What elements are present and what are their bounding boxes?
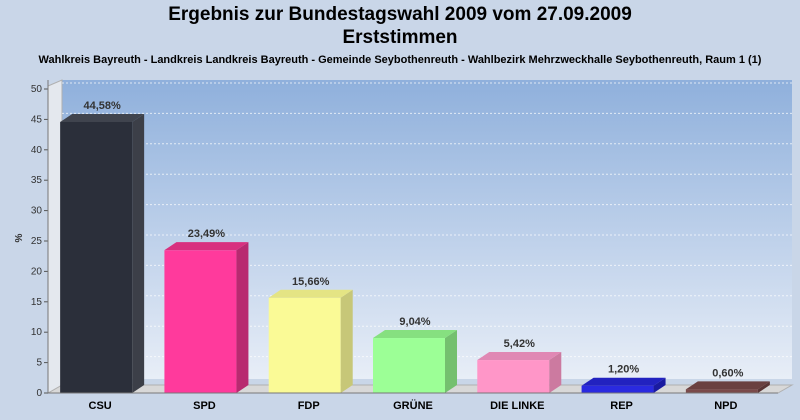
bar-top — [373, 330, 457, 339]
y-tick-label: 10 — [31, 327, 43, 338]
chart-subtitle: Erststimmen — [342, 27, 458, 48]
bar-spd: 23,49% — [164, 228, 249, 393]
chart-title: Ergebnis zur Bundestagswahl 2009 vom 27.… — [168, 4, 632, 25]
bar-top — [164, 242, 249, 251]
bar-front — [164, 250, 237, 393]
y-tick-label: 5 — [36, 358, 42, 369]
bar-fdp: 15,66% — [268, 276, 353, 393]
x-tick-label: REP — [610, 400, 633, 412]
bar-rep: 1,20% — [581, 364, 666, 393]
x-tick-label: CSU — [89, 400, 112, 412]
bar-side — [236, 242, 249, 393]
y-tick-label: 35 — [31, 175, 43, 186]
y-axis-label: % — [14, 233, 25, 242]
bars: 44,58% 23,49% 15,66% 9,04% 5,42% 1,20% 0,60% — [60, 100, 770, 393]
y-tick-label: 30 — [31, 206, 43, 217]
bar-front — [60, 121, 133, 393]
y-tick-label: 0 — [36, 388, 42, 399]
bar-top — [60, 113, 145, 122]
bar-value-label: 23,49% — [188, 228, 226, 240]
bar-side — [340, 289, 353, 393]
bar-top — [477, 352, 562, 361]
x-tick-label: SPD — [193, 400, 216, 412]
x-tick-label: GRÜNE — [393, 399, 433, 412]
bar-top — [581, 377, 666, 386]
bar-side — [757, 381, 770, 393]
bar-value-label: 0,60% — [712, 367, 743, 379]
bar-top — [268, 289, 353, 298]
bar-value-label: 9,04% — [399, 316, 430, 328]
x-tick-label: FDP — [298, 400, 320, 412]
bar-front — [685, 389, 758, 393]
bar-value-label: 44,58% — [83, 100, 121, 112]
y-tick-label: 50 — [31, 84, 43, 95]
bar-side — [445, 330, 457, 393]
bar-csu: 44,58% — [60, 100, 145, 393]
x-tick-label: DIE LINKE — [490, 400, 544, 412]
bar-side — [132, 113, 145, 393]
y-tick-label: 40 — [31, 145, 43, 156]
y-tick-label: 20 — [31, 266, 43, 277]
bar-side — [653, 377, 666, 393]
bar-value-label: 5,42% — [504, 338, 535, 350]
bar-grüne: 9,04% — [373, 316, 457, 393]
bar-value-label: 1,20% — [608, 364, 639, 376]
plot-left-wall — [47, 79, 63, 394]
y-tick-label: 45 — [31, 114, 43, 125]
y-tick-label: 15 — [31, 297, 43, 308]
x-tick-label: NPD — [714, 400, 737, 412]
bar-front — [268, 297, 341, 393]
bar-top — [685, 381, 770, 390]
chart-caption: Wahlkreis Bayreuth - Landkreis Landkreis… — [38, 54, 762, 66]
bar-front — [373, 338, 445, 393]
x-axis: CSU SPD FDP GRÜNE DIE LINKE REP NPD — [48, 392, 778, 412]
bar-side — [549, 352, 562, 393]
y-axis: 0 5 10 15 20 25 30 35 40 45 50 — [31, 80, 49, 399]
bar-die-linke: 5,42% — [477, 338, 562, 393]
bar-front — [477, 360, 550, 393]
bar-npd: 0,60% — [685, 367, 770, 393]
y-tick-label: 25 — [31, 236, 43, 247]
bar-value-label: 15,66% — [292, 276, 330, 288]
bar-front — [581, 385, 654, 393]
